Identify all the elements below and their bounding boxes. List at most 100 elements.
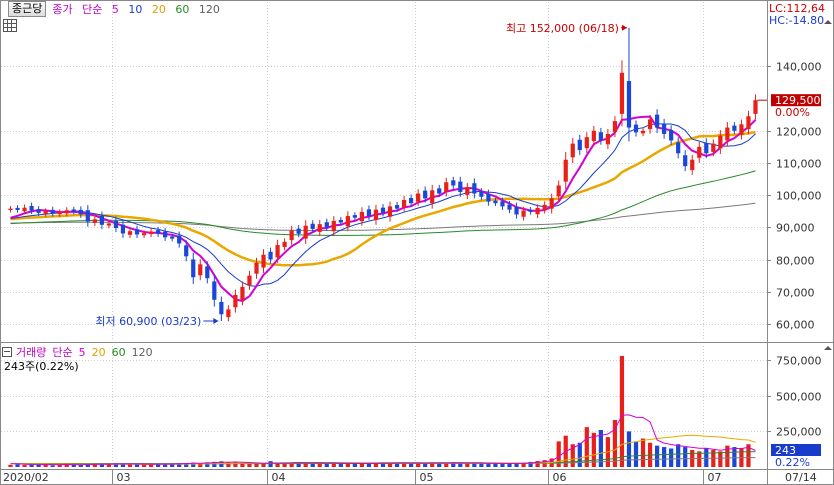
candle-body xyxy=(479,191,484,197)
volume-bar xyxy=(444,463,449,467)
candle-body xyxy=(331,220,336,232)
volume-bar xyxy=(338,463,343,467)
candle-body xyxy=(683,155,688,167)
lc-label: LC:112,64 xyxy=(769,2,826,15)
candle-body xyxy=(148,231,154,235)
volume-bar xyxy=(359,463,365,467)
volume-bar xyxy=(324,463,329,467)
current-volume-pct: 0.22% xyxy=(775,456,810,469)
price-tick-label: 110,000 xyxy=(776,158,822,171)
volume-bar xyxy=(254,463,259,467)
volume-bar xyxy=(198,463,203,467)
candle-body xyxy=(676,142,681,154)
volume-bar xyxy=(683,447,688,467)
vol-ma-60-label: 60 xyxy=(111,345,126,359)
candle-body xyxy=(134,229,140,235)
candle-body xyxy=(458,181,463,192)
candle-body xyxy=(282,241,287,247)
current-volume-value: 243 xyxy=(775,444,796,457)
stock-name-button[interactable]: 종근당 xyxy=(8,1,47,17)
volume-ma5-line xyxy=(10,414,756,466)
candle-body xyxy=(465,187,470,195)
volume-bar xyxy=(92,464,97,467)
candle-body xyxy=(746,116,751,130)
candle-body xyxy=(711,143,716,152)
candle-body xyxy=(64,210,69,214)
volume-bar xyxy=(64,464,69,467)
volume-bar xyxy=(514,463,519,467)
volume-bar xyxy=(387,462,393,467)
volume-bar xyxy=(465,462,470,467)
candle-body xyxy=(556,185,561,197)
candle-body xyxy=(163,231,168,238)
collapse-icon[interactable] xyxy=(2,347,12,357)
volume-bar xyxy=(528,461,533,467)
volume-bar xyxy=(697,451,702,467)
candle-body xyxy=(50,209,55,214)
candle-body xyxy=(191,259,196,278)
volume-bar xyxy=(240,463,245,467)
ma60-line xyxy=(10,170,756,236)
ma-60-label: 60 xyxy=(175,3,190,16)
volume-bar xyxy=(113,463,119,467)
candle-body xyxy=(240,286,245,300)
candle-body xyxy=(500,201,505,207)
volume-bar xyxy=(619,355,625,467)
candle-body xyxy=(155,230,161,234)
volume-bar xyxy=(437,462,442,467)
time-tick-label: 07/14 xyxy=(785,471,817,484)
candle-body xyxy=(71,209,76,212)
volume-bar xyxy=(289,463,294,467)
current-price-value: 129,500 xyxy=(775,94,821,107)
volume-bar xyxy=(184,463,189,467)
candle-body xyxy=(493,200,498,204)
candle-body xyxy=(212,281,217,300)
time-tick-label: 05 xyxy=(420,471,434,484)
volume-bar xyxy=(57,464,62,467)
volume-bar xyxy=(331,463,336,467)
candle-body xyxy=(605,133,611,145)
volume-bar xyxy=(127,464,133,467)
scroll-up-icon[interactable] xyxy=(824,20,832,24)
volume-bar xyxy=(155,464,161,467)
candle-body xyxy=(725,127,730,141)
ma-5-label: 5 xyxy=(111,3,119,16)
volume-bar xyxy=(584,427,589,467)
hc-label: HC:-14.80 xyxy=(769,14,825,27)
volume-scroll-up-icon[interactable] xyxy=(824,346,832,350)
grid-icon[interactable] xyxy=(3,19,17,32)
price-tick-label: 60,000 xyxy=(776,319,815,332)
candle-body xyxy=(732,125,737,131)
candle-body xyxy=(43,211,48,214)
candle-body xyxy=(78,209,83,215)
candle-body xyxy=(324,222,329,228)
candle-body xyxy=(704,142,709,154)
candle-body xyxy=(409,198,414,204)
volume-bar xyxy=(226,462,231,467)
volume-bar xyxy=(163,463,168,467)
volume-bar xyxy=(345,463,350,467)
volume-bar xyxy=(120,464,126,467)
volume-bar xyxy=(612,420,618,467)
volume-bar xyxy=(409,462,414,467)
volume-bar xyxy=(296,462,301,467)
candle-body xyxy=(338,219,343,223)
candle-body xyxy=(584,137,589,149)
candle-body xyxy=(317,224,322,232)
volume-bar xyxy=(718,451,723,467)
time-tick-label: 03 xyxy=(117,471,131,484)
volume-bar xyxy=(401,462,407,467)
candle-body xyxy=(718,135,723,149)
candle-body xyxy=(451,180,456,186)
ma-120-label: 120 xyxy=(198,3,220,16)
time-tick-label: 2020/02 xyxy=(3,471,49,484)
ma-label: 단순 xyxy=(82,3,103,16)
volume-bar xyxy=(521,462,526,467)
high-annotation: 최고 152,000 (06/18) xyxy=(506,22,619,35)
price-tick-label: 90,000 xyxy=(776,222,815,235)
volume-bar xyxy=(577,442,582,467)
candle-body xyxy=(542,204,547,210)
volume-bar xyxy=(556,441,561,467)
price-tick-label: 100,000 xyxy=(776,190,822,203)
